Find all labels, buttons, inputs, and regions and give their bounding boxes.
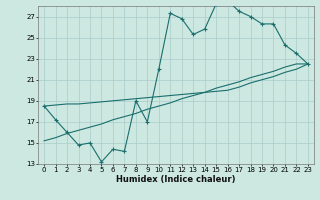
X-axis label: Humidex (Indice chaleur): Humidex (Indice chaleur)	[116, 175, 236, 184]
